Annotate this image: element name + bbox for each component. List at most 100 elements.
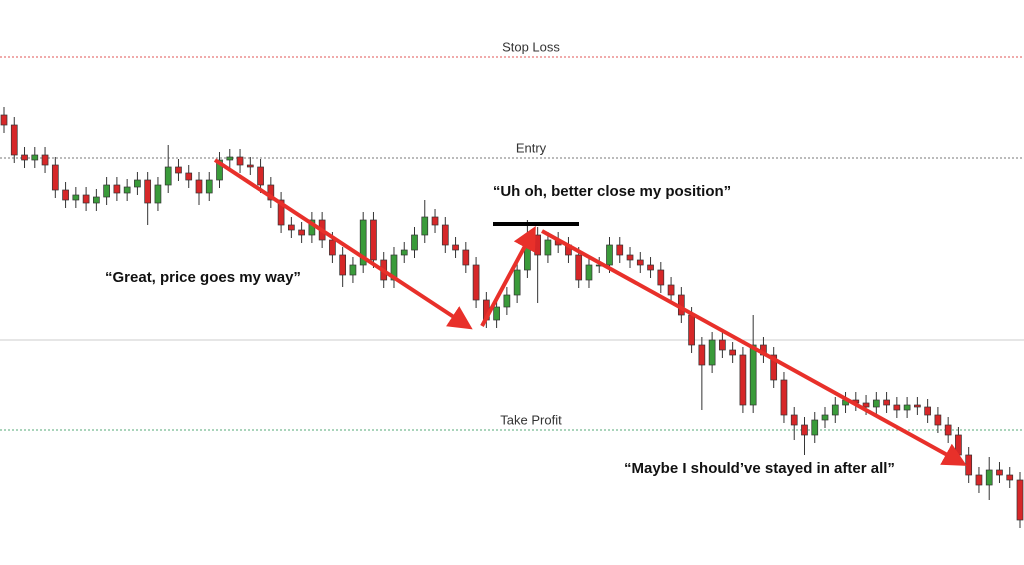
annotation: “Maybe I should’ve stayed in after all” [624, 460, 895, 477]
candle-body [370, 219, 377, 261]
level-label: Take Profit [500, 412, 562, 427]
candle-body [616, 244, 624, 256]
candle-body [657, 269, 665, 286]
annotation: “Uh oh, better close my position” [493, 183, 731, 200]
candle-body [749, 344, 757, 406]
candle-body [575, 254, 583, 281]
candle-body [185, 172, 193, 181]
candle-body [534, 234, 542, 256]
candle-body [688, 314, 695, 346]
candle-body [339, 254, 347, 276]
candle-body [903, 404, 911, 411]
candle-body [236, 156, 244, 166]
candle-body [113, 184, 121, 194]
candle-body [708, 339, 716, 366]
candle-body [21, 154, 28, 161]
candle-body [647, 264, 654, 271]
candle-body [801, 424, 808, 436]
candle-body [421, 216, 429, 236]
candle-body [226, 156, 234, 161]
candle-body [893, 404, 901, 411]
candle-body [770, 354, 778, 381]
candle-body [585, 264, 593, 281]
candle-body [544, 239, 552, 256]
arrows [213, 158, 968, 466]
candle-body [831, 404, 839, 416]
candle-body [441, 224, 449, 246]
candle-body [329, 239, 336, 256]
candle-body [82, 194, 90, 204]
candle-body [883, 399, 890, 406]
annotation: “Great, price goes my way” [105, 269, 301, 286]
candle-body [1016, 479, 1024, 521]
candle-body [821, 414, 829, 421]
candle-body [154, 184, 162, 204]
candle-body [965, 454, 973, 476]
candle-body [862, 402, 870, 408]
candle-body [914, 404, 921, 408]
candle-body [1006, 474, 1014, 481]
candle-body [606, 244, 613, 266]
candle-body [10, 124, 18, 156]
candle-body [216, 159, 223, 181]
candle-body [452, 244, 459, 251]
candle-body [996, 469, 1003, 476]
candle-body [729, 349, 736, 356]
candle-body [462, 249, 470, 266]
candle-body [0, 114, 8, 126]
candle-body [872, 399, 880, 408]
candle-body [277, 199, 285, 226]
candle-body [62, 189, 69, 201]
candle-body [246, 164, 254, 168]
candle-body [51, 164, 59, 191]
arrow [213, 158, 473, 330]
candle-body [400, 249, 408, 256]
candle-body [739, 354, 747, 406]
candle-body [636, 259, 644, 266]
candle-body [205, 179, 213, 194]
candle-body [513, 269, 521, 296]
candle-body [811, 419, 819, 436]
candle-body [719, 339, 726, 351]
candle-body [31, 154, 39, 161]
candle-body [780, 379, 788, 416]
candle-body [144, 179, 152, 204]
candle-body [975, 474, 983, 486]
candle-body [667, 284, 675, 296]
candle-body [493, 306, 500, 321]
level-label: Entry [516, 140, 547, 155]
candle-body [472, 264, 480, 301]
candle-body [698, 344, 706, 366]
candle-body [626, 254, 634, 261]
candle-body [103, 184, 110, 198]
candle-body [790, 414, 798, 426]
candle-body [985, 469, 993, 486]
candle-body [134, 179, 141, 188]
candle-body [924, 406, 931, 416]
levels: Stop Loss Entry Take Profit [0, 39, 1024, 431]
candle-body [41, 154, 49, 166]
candle-body [175, 166, 182, 174]
candle-body [503, 294, 511, 308]
candle-body [298, 229, 305, 236]
candle-body [257, 166, 264, 186]
candle-body [359, 219, 367, 266]
candle-body [123, 186, 131, 194]
candle-body [944, 424, 952, 436]
candle-body [288, 224, 295, 231]
candle-body [164, 166, 172, 186]
candle-body [934, 414, 942, 426]
candle-body [195, 179, 203, 194]
candle-body [93, 196, 100, 204]
candle-body [411, 234, 418, 251]
arrow [480, 225, 536, 327]
arrow [541, 229, 968, 466]
candle-body [431, 216, 439, 226]
candle-body [349, 264, 357, 276]
candle-body [955, 434, 962, 456]
candles [0, 107, 1024, 528]
candle-body [72, 194, 80, 201]
level-label: Stop Loss [502, 39, 560, 54]
